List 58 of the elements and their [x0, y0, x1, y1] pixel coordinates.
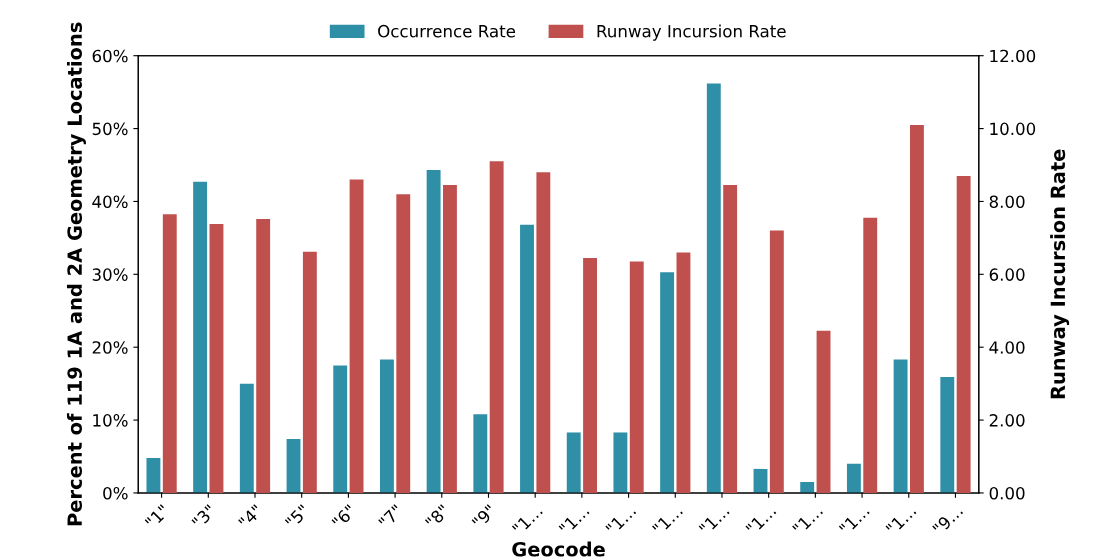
bar [286, 439, 301, 493]
bar [396, 194, 411, 493]
legend-label: Runway Incursion Rate [597, 24, 786, 41]
x-tick-label: "4" [238, 504, 263, 529]
y-tick-label: 60% [92, 49, 128, 63]
bar [566, 432, 581, 493]
y2-tick-label: 12.00 [990, 49, 1036, 63]
bar [473, 414, 488, 493]
y-tick-label: 20% [92, 341, 128, 354]
bar [489, 161, 504, 493]
bar [956, 175, 971, 493]
x-tick-label: "1… [698, 504, 730, 536]
legend-label: Occurrence Rate [378, 24, 516, 38]
x-tick-label: "7" [378, 504, 403, 529]
x-tick-label: "1… [745, 504, 777, 536]
x-tick-label: "5" [284, 504, 310, 529]
bar [800, 482, 815, 493]
bar [816, 330, 831, 493]
x-tick-label: "8" [424, 504, 450, 529]
bar [909, 124, 924, 493]
bar [349, 179, 364, 493]
x-tick-label: "6" [331, 504, 357, 529]
x-tick-label: "1… [605, 504, 637, 536]
x-tick-label: "1… [558, 504, 590, 536]
x-tick-label: "1" [144, 504, 170, 529]
y2-tick-label: 10.00 [990, 122, 1036, 136]
bar [846, 463, 861, 493]
x-axis-title: Geocode [512, 541, 605, 557]
y2-tick-label: 8.00 [989, 195, 1025, 209]
y2-tick-label: 6.00 [989, 268, 1025, 281]
y2-axis-title: Runway Incursion Rate [1050, 149, 1070, 399]
y-axis-title: Percent of 119 1A and 2A Geometry Locations [66, 22, 86, 526]
x-tick-label: "1… [511, 504, 543, 536]
y2-tick-label: 0.00 [989, 486, 1025, 500]
bar [583, 257, 597, 493]
y-tick-label: 30% [92, 268, 128, 281]
bar [753, 468, 768, 493]
y-tick-label: 0% [103, 486, 128, 500]
y-tick-label: 40% [92, 195, 128, 209]
bar [256, 218, 271, 493]
x-tick-label: "1… [885, 504, 917, 536]
bar [162, 214, 177, 493]
y-tick-label: 10% [93, 414, 128, 427]
bar [302, 251, 317, 493]
x-tick-label: "1… [792, 504, 823, 536]
bar [863, 217, 878, 493]
x-tick-label: "3" [191, 504, 217, 529]
bar [629, 261, 644, 493]
x-tick-label: "1… [838, 504, 870, 536]
bar [146, 457, 161, 493]
bar [613, 432, 628, 493]
x-tick-label: "9" [471, 504, 497, 529]
bar [769, 230, 784, 493]
x-tick-label: "1… [652, 504, 683, 536]
y2-tick-label: 4.00 [989, 341, 1025, 354]
x-tick-label: "9… [932, 504, 964, 536]
y2-tick-label: 2.00 [989, 414, 1025, 427]
y-tick-label: 50% [92, 122, 128, 136]
